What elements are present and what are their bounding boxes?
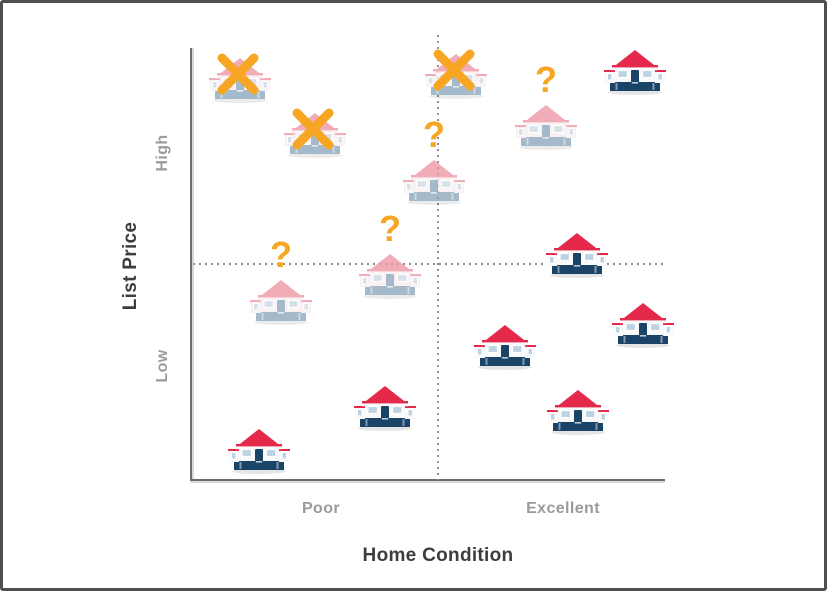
- house-icon: [353, 383, 417, 431]
- house-icon-svg: [604, 50, 666, 95]
- house-icon: [546, 387, 610, 435]
- house-icon-svg: [612, 303, 674, 348]
- horizontal-divider-dotted-line: [193, 263, 666, 265]
- question-mark-icon: ?: [535, 59, 557, 100]
- house-icon-svg: [547, 390, 609, 435]
- house-icon: [473, 322, 537, 370]
- house-icon: [249, 277, 313, 325]
- house-icon-svg: [359, 254, 421, 299]
- y-axis-title: List Price: [120, 221, 141, 311]
- x-axis-title: Home Condition: [362, 545, 514, 566]
- rejected-x-icon: [290, 106, 336, 152]
- rejected-x-icon: [431, 47, 477, 93]
- house-icon: [227, 426, 291, 474]
- house-icon: [358, 251, 422, 299]
- question-mark-icon: ?: [423, 114, 445, 155]
- rejected-x-icon: [215, 51, 261, 97]
- question-mark-icon: ?: [379, 208, 401, 249]
- house-icon: [611, 300, 675, 348]
- house-icon-svg: [250, 280, 312, 325]
- house-icon: [514, 102, 578, 150]
- house-icon-svg: [228, 429, 290, 474]
- house-icon: [545, 230, 609, 278]
- x-tick-label-excellent: Excellent: [526, 500, 600, 517]
- y-axis-line: [190, 48, 192, 481]
- y-tick-label-low: Low: [154, 349, 171, 383]
- house-icon: [402, 157, 466, 205]
- house-icon-svg: [354, 386, 416, 431]
- house-icon-svg: [403, 160, 465, 205]
- y-tick-label-high: High: [154, 134, 171, 172]
- question-mark-icon: ?: [270, 234, 292, 275]
- vertical-divider-dotted-line: [437, 35, 439, 480]
- house-icon-svg: [474, 325, 536, 370]
- x-tick-label-poor: Poor: [301, 500, 341, 517]
- house-icon-svg: [546, 233, 608, 278]
- house-icon-svg: [515, 105, 577, 150]
- house-icon: [603, 47, 667, 95]
- x-axis-line: [190, 479, 665, 481]
